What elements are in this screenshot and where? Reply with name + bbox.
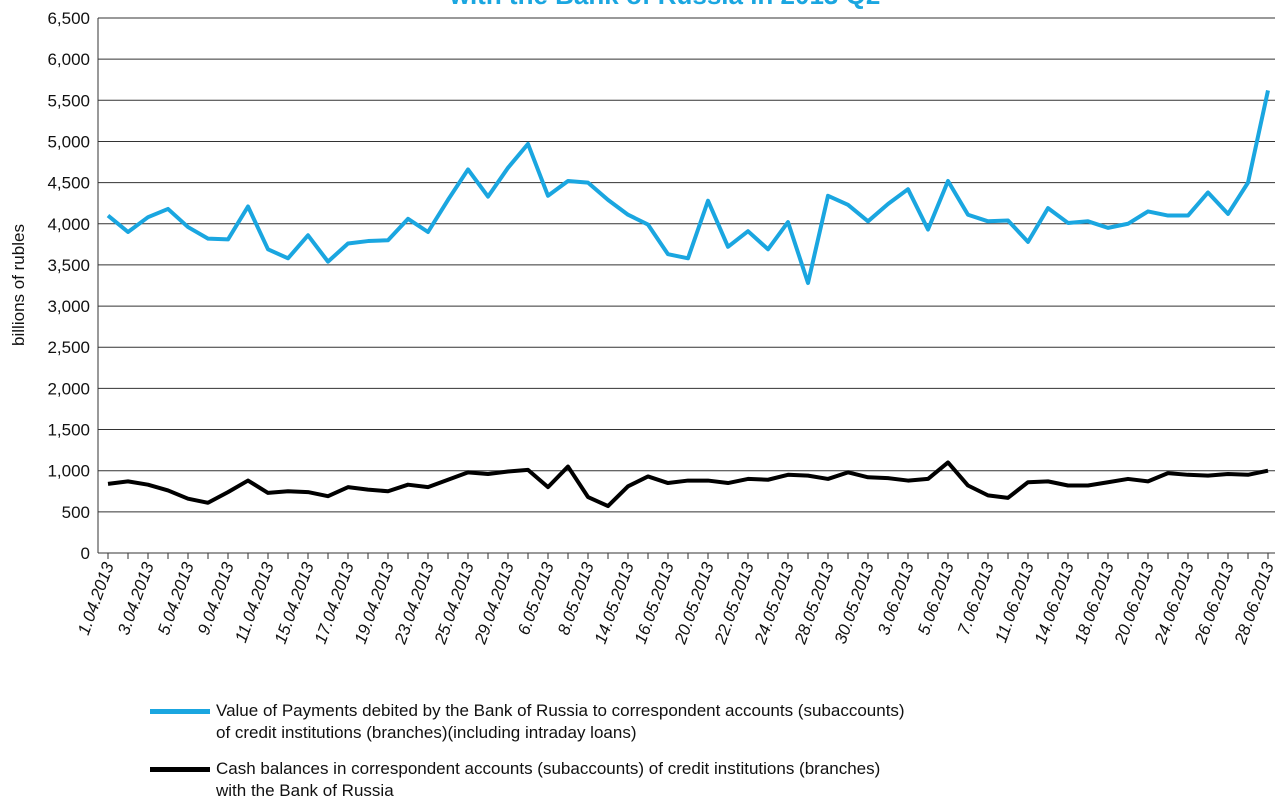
y-tick-label: 5,000 bbox=[47, 132, 90, 151]
x-tick-label: 7.06.2013 bbox=[954, 559, 998, 637]
y-tick-label: 6,500 bbox=[47, 9, 90, 28]
legend-label: Cash balances in correspondent accounts … bbox=[216, 759, 881, 800]
x-tick-label: 11.06.2013 bbox=[991, 559, 1038, 645]
y-tick-label: 500 bbox=[62, 503, 90, 522]
x-tick-label: 14.05.2013 bbox=[591, 559, 638, 646]
x-tick-label: 8.05.2013 bbox=[554, 559, 598, 637]
x-tick-label: 28.06.2013 bbox=[1230, 559, 1277, 647]
x-tick-label: 20.06.2013 bbox=[1110, 559, 1157, 647]
x-tick-label: 15.04.2013 bbox=[271, 559, 318, 646]
x-tick-label: 22.05.2013 bbox=[710, 559, 757, 647]
x-tick-label: 24.06.2013 bbox=[1150, 559, 1197, 647]
x-tick-label: 14.06.2013 bbox=[1031, 559, 1078, 646]
x-tick-label: 29.04.2013 bbox=[470, 559, 517, 647]
x-tick-label: 9.04.2013 bbox=[194, 559, 238, 637]
legend-swatch bbox=[150, 709, 210, 714]
x-tick-label: 5.06.2013 bbox=[914, 559, 958, 637]
y-tick-label: 2,000 bbox=[47, 379, 90, 398]
legend-item: Cash balances in correspondent accounts … bbox=[150, 758, 1250, 802]
legend-item: Value of Payments debited by the Bank of… bbox=[150, 700, 1250, 744]
series-line bbox=[106, 90, 1270, 286]
series-line bbox=[107, 460, 1269, 509]
y-tick-label: 1,500 bbox=[47, 421, 90, 440]
x-tick-label: 6.05.2013 bbox=[514, 559, 558, 637]
x-tick-label: 1.04.2013 bbox=[74, 559, 118, 637]
y-tick-label: 4,000 bbox=[47, 215, 90, 234]
x-tick-label: 18.06.2013 bbox=[1071, 559, 1118, 646]
x-tick-label: 24.05.2013 bbox=[750, 559, 797, 647]
y-tick-label: 2,500 bbox=[47, 338, 90, 357]
chart-title: with the Bank of Russia in 2013 Q2 bbox=[449, 0, 881, 10]
x-tick-label: 30.05.2013 bbox=[831, 559, 878, 646]
x-tick-label: 25.04.2013 bbox=[430, 559, 477, 647]
x-tick-label: 19.04.2013 bbox=[351, 559, 398, 646]
y-tick-label: 1,000 bbox=[47, 462, 90, 481]
y-tick-label: 3,500 bbox=[47, 256, 90, 275]
x-tick-label: 23.04.2013 bbox=[390, 559, 437, 647]
x-tick-label: 26.06.2013 bbox=[1190, 559, 1237, 647]
legend-swatch bbox=[150, 767, 210, 772]
x-tick-label: 3.04.2013 bbox=[114, 559, 158, 637]
legend: Value of Payments debited by the Bank of… bbox=[150, 700, 1250, 807]
y-tick-label: 6,000 bbox=[47, 50, 90, 69]
y-tick-label: 5,500 bbox=[47, 91, 90, 110]
x-tick-label: 17.04.2013 bbox=[311, 559, 358, 646]
x-tick-label: 11.04.2013 bbox=[231, 559, 278, 645]
legend-label: Value of Payments debited by the Bank of… bbox=[216, 701, 905, 742]
x-tick-label: 16.05.2013 bbox=[631, 559, 678, 646]
y-tick-label: 4,500 bbox=[47, 174, 90, 193]
x-tick-label: 3.06.2013 bbox=[874, 559, 918, 637]
y-axis-label: billions of rubles bbox=[9, 224, 28, 346]
x-tick-label: 20.05.2013 bbox=[670, 559, 717, 647]
y-tick-label: 3,000 bbox=[47, 297, 90, 316]
x-tick-label: 28.05.2013 bbox=[790, 559, 837, 647]
x-tick-label: 5.04.2013 bbox=[154, 559, 198, 637]
y-tick-label: 0 bbox=[81, 544, 90, 563]
